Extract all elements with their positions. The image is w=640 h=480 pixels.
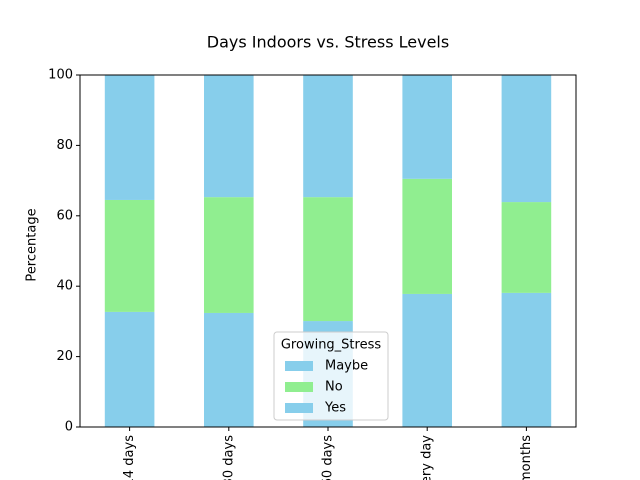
legend-title: Growing_Stress [281, 338, 382, 353]
axes-frame [79, 74, 577, 428]
legend-swatch [285, 382, 313, 392]
bar-segment [303, 75, 353, 198]
bar-segment [104, 199, 155, 312]
y-tick-label: 40 [56, 279, 73, 294]
bar-segment [104, 311, 155, 427]
bar-segment [501, 202, 552, 293]
y-tick-label: 60 [56, 208, 73, 223]
legend-swatch [285, 361, 313, 371]
legend-swatch [285, 403, 313, 413]
bar-segment [402, 293, 452, 427]
bar-segment [402, 75, 452, 179]
x-tick-label: Go out Every day [420, 435, 435, 480]
y-tick-label: 20 [56, 349, 73, 364]
bar-segment [204, 312, 254, 427]
legend-label: Yes [324, 401, 346, 416]
bar-segment [204, 197, 254, 313]
bar-segment [501, 75, 552, 203]
y-tick-label: 100 [48, 68, 73, 83]
legend: Growing_Stress Maybe No Yes [273, 331, 389, 421]
x-tick-label: 1-14 days [122, 435, 137, 480]
y-tick-label: 0 [65, 420, 73, 435]
bar-segment [402, 178, 452, 294]
legend-label: Maybe [325, 359, 368, 374]
y-axis-label: Percentage [25, 208, 40, 281]
x-tick-label: 15-30 days [221, 435, 236, 480]
x-tick-label: 31-60 days [321, 435, 336, 480]
bar-segment [204, 75, 254, 198]
bar-segment [501, 292, 552, 427]
bar-segment [303, 197, 353, 322]
x-tick-label: More than 2 months [519, 435, 534, 480]
bar-segment [104, 75, 155, 200]
legend-box [273, 331, 389, 421]
y-tick-label: 80 [56, 138, 73, 153]
chart-title: Days Indoors vs. Stress Levels [207, 33, 449, 52]
legend-label: No [325, 380, 343, 395]
